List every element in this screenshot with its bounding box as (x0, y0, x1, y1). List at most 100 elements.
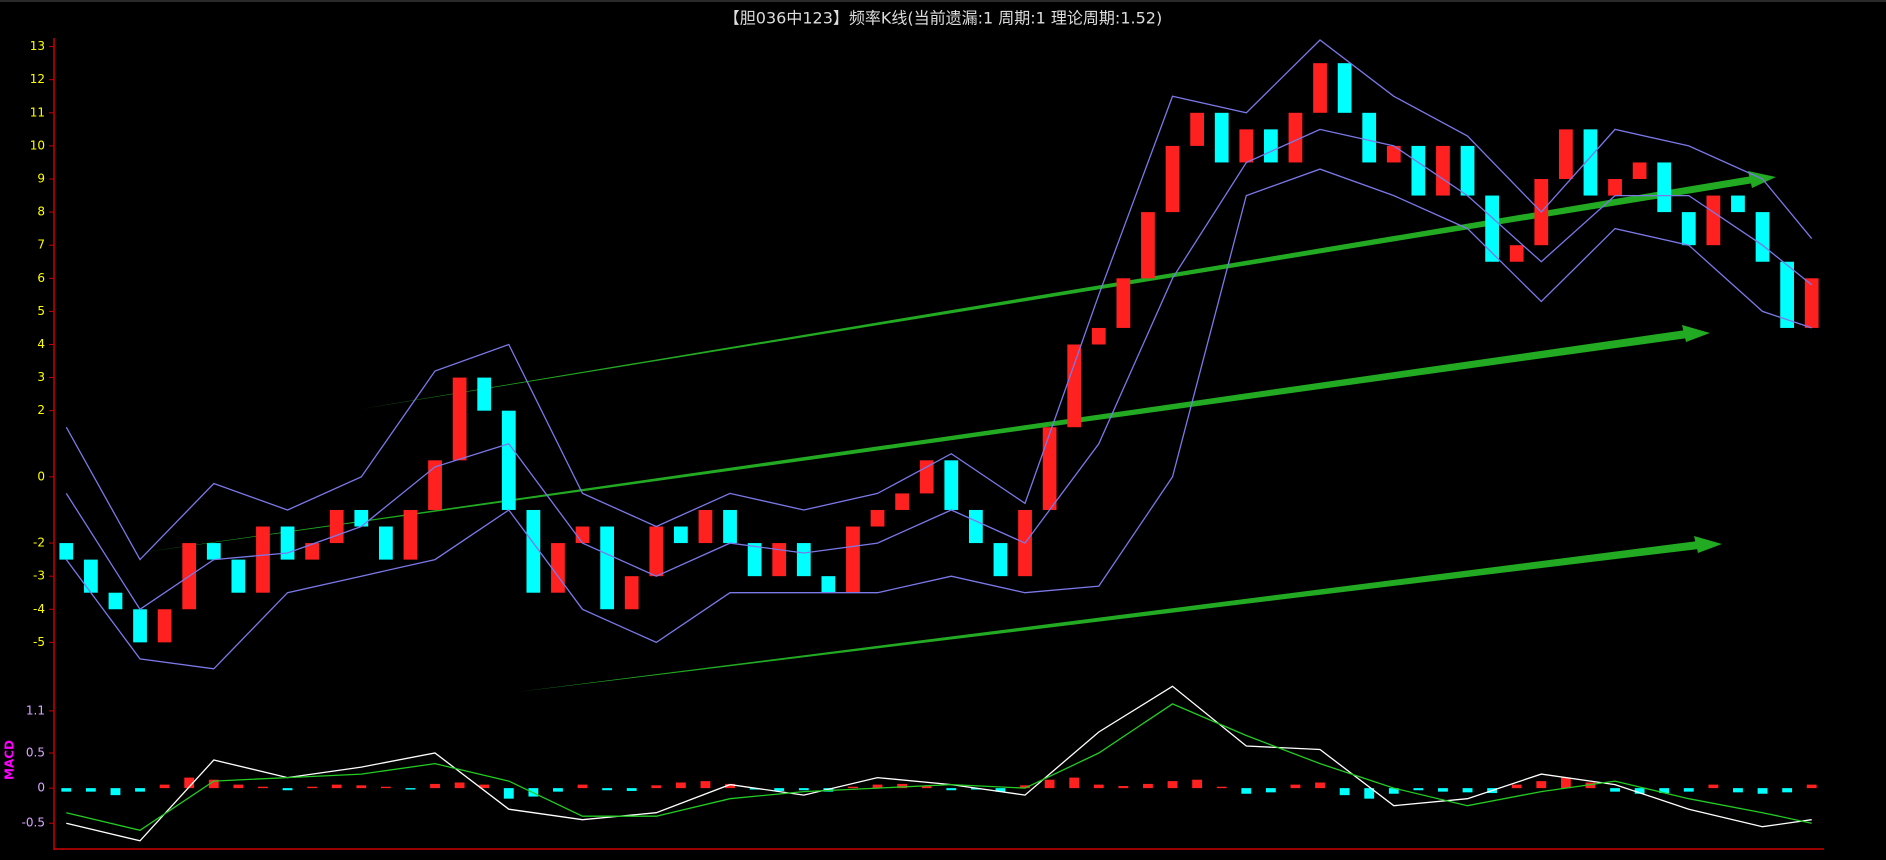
macd-bar (307, 786, 318, 789)
y-tick-label: 3 (37, 370, 45, 384)
macd-bar (1069, 777, 1080, 789)
macd-bar (110, 788, 121, 796)
candle (1509, 245, 1524, 262)
price-panel: 13 12 11 10 9 8 7 6 5 4 3 2 0 -2 -3 -4 -5 (30, 39, 1819, 670)
macd-bar (1364, 788, 1375, 799)
macd-bar (1782, 788, 1793, 793)
candle (600, 526, 615, 610)
y-tick-label: 11 (30, 105, 45, 119)
macd-bar (897, 783, 908, 789)
candle (452, 377, 467, 461)
arrow-head (1694, 536, 1722, 553)
candle (1190, 112, 1205, 146)
macd-bar (946, 788, 957, 791)
macd-bar (331, 784, 342, 789)
candle (723, 509, 737, 544)
macd-bar (479, 784, 490, 789)
y-tick-label: 1.1 (26, 703, 45, 717)
band-line (65, 128, 1813, 611)
candle (1558, 129, 1573, 180)
y-tick-label: 9 (37, 172, 45, 186)
candle (83, 559, 98, 593)
candle (1386, 145, 1401, 163)
candle (1681, 212, 1696, 246)
candle (1460, 145, 1475, 196)
macd-bar (1241, 788, 1252, 794)
macd-bar (1560, 777, 1571, 789)
arrow-head (1748, 171, 1776, 188)
macd-bar (602, 788, 613, 791)
y-tick-label: 12 (30, 72, 45, 86)
candle (698, 509, 713, 544)
macd-bar (798, 788, 809, 791)
candle (821, 576, 836, 593)
y-tick-label: 8 (37, 205, 45, 219)
y-tick-label: 0 (37, 781, 45, 795)
macd-bar (1413, 788, 1424, 791)
candle (231, 559, 246, 593)
macd-bar (1339, 788, 1350, 796)
macd-bar (454, 782, 465, 789)
macd-bar (356, 785, 367, 789)
macd-bar (577, 784, 588, 789)
y-tick-label: 4 (37, 337, 45, 351)
candle (428, 460, 442, 510)
candle (1608, 179, 1622, 196)
macd-bar (1290, 784, 1301, 789)
macd-bar (1610, 788, 1620, 792)
macd-bar (233, 784, 244, 789)
macd-bar (1585, 782, 1596, 789)
chart-title: 【胆036中123】频率K线(当前遗漏:1 周期:1 理论周期:1.52) (724, 9, 1162, 28)
candle (526, 509, 541, 593)
candle (747, 543, 762, 577)
macd-bar (1536, 781, 1547, 789)
macd-bar (135, 788, 145, 792)
candle (501, 410, 516, 510)
macd-bar (1634, 788, 1645, 794)
candle (870, 509, 885, 527)
macd-bar (651, 785, 662, 789)
y-tick-label: -3 (33, 569, 45, 583)
macd-label: MACD (3, 740, 17, 780)
macd-bar (1167, 781, 1178, 789)
macd-bar (1757, 788, 1768, 794)
candle (305, 543, 320, 560)
candle (1067, 344, 1082, 428)
candle (624, 576, 639, 610)
macd-bar (1265, 788, 1276, 793)
candle (1706, 195, 1721, 246)
macd-bar (1708, 784, 1719, 789)
candle (1411, 145, 1426, 196)
macd-bar (700, 781, 711, 789)
candle (551, 543, 565, 593)
candle (796, 543, 811, 577)
candle (206, 543, 221, 560)
candle (1091, 327, 1106, 345)
candle (1141, 212, 1155, 279)
candle (673, 526, 688, 544)
candle (1214, 112, 1229, 163)
y-tick-label: 7 (37, 238, 45, 252)
macd-bar (61, 788, 72, 792)
band-line (65, 168, 1812, 670)
candle (108, 592, 123, 610)
candle (1042, 427, 1057, 510)
candle (919, 460, 934, 494)
macd-bar (1659, 788, 1670, 794)
macd-bar (1093, 784, 1104, 789)
macd-bar (725, 783, 735, 789)
candle (378, 526, 393, 560)
candle (895, 493, 910, 510)
candle (1337, 63, 1352, 113)
y-tick-label: 6 (37, 271, 45, 285)
macd-bar (1683, 788, 1694, 792)
y-tick-label: 0 (37, 469, 45, 483)
macd-bar (282, 788, 293, 791)
trend-arrows (138, 171, 1776, 692)
macd-bar (85, 788, 96, 792)
y-tick-label: 10 (30, 138, 45, 152)
macd-bar (430, 783, 440, 789)
macd-bar (184, 777, 195, 789)
macd-bar (1216, 786, 1227, 789)
macd-bar (921, 786, 932, 789)
